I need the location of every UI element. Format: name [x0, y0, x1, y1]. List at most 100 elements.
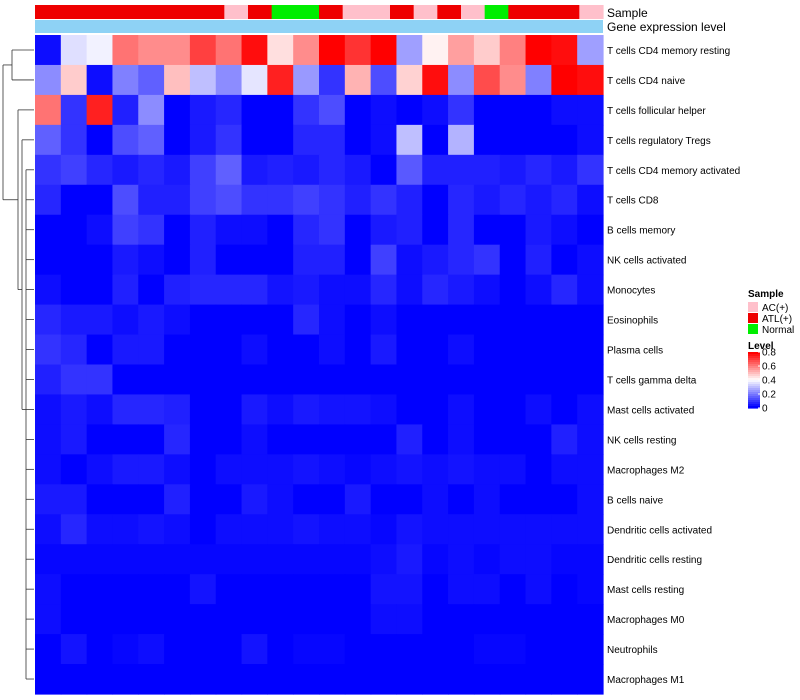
- heatmap-cell: [422, 244, 449, 276]
- heatmap-cell: [448, 604, 475, 635]
- heatmap-cell: [551, 514, 578, 545]
- heatmap-cell: [293, 454, 320, 485]
- heatmap-cell: [370, 214, 398, 246]
- heatmap-cell: [293, 544, 320, 575]
- heatmap-cell: [525, 184, 552, 216]
- heatmap-cell: [448, 334, 475, 366]
- heatmap-cell: [499, 274, 527, 306]
- heatmap-cell: [293, 35, 320, 66]
- heatmap-cell: [448, 94, 475, 126]
- heatmap-cell: [241, 304, 268, 336]
- heatmap-cell: [267, 394, 294, 425]
- heatmap-cell: [319, 454, 346, 485]
- sample-annotation-cell: [295, 5, 320, 19]
- heatmap-cell: [370, 94, 398, 126]
- heatmap-cell: [189, 64, 217, 96]
- heatmap-cell: [35, 514, 62, 545]
- heatmap-cell: [370, 244, 398, 276]
- row-label: Macrophages M2: [607, 465, 685, 476]
- heatmap-cell: [164, 274, 191, 306]
- level-legend-tick-label: 0.2: [762, 390, 776, 401]
- heatmap-cell: [86, 544, 114, 575]
- heatmap-cell: [241, 64, 268, 96]
- heatmap-cell: [267, 484, 294, 515]
- heatmap-cell: [164, 454, 191, 485]
- heatmap-cell: [189, 454, 217, 485]
- heatmap-cell: [60, 514, 88, 545]
- heatmap-cell: [448, 64, 475, 96]
- heatmap-cell: [164, 94, 191, 126]
- heatmap-cell: [164, 184, 191, 216]
- heatmap-cell: [112, 64, 139, 96]
- heatmap-cell: [344, 454, 372, 485]
- gene-expression-annotation-bar: [35, 20, 603, 33]
- heatmap-cell: [344, 35, 372, 66]
- row-label: Dendritic cells resting: [607, 555, 702, 566]
- heatmap-cell: [215, 304, 243, 336]
- heatmap-cell: [112, 454, 139, 485]
- heatmap-cell: [35, 484, 62, 515]
- heatmap-cell: [551, 364, 578, 396]
- heatmap-cell: [60, 35, 88, 66]
- row-label: Macrophages M1: [607, 675, 685, 686]
- heatmap-cell: [370, 274, 398, 306]
- heatmap-cell: [344, 574, 372, 605]
- level-legend-tick-label: 0.8: [762, 348, 776, 359]
- sample-annotation-cell: [58, 5, 83, 19]
- sample-legend-swatch: [748, 324, 758, 334]
- heatmap-cell: [499, 424, 527, 455]
- heatmap-cell: [499, 154, 527, 186]
- row-label: Dendritic cells activated: [607, 525, 712, 536]
- heatmap-cell: [344, 604, 372, 635]
- heatmap-cell: [60, 274, 88, 306]
- heatmap-cell: [138, 64, 165, 96]
- heatmap-cell: [319, 124, 346, 156]
- heatmap-cell: [448, 124, 475, 156]
- heatmap-cell: [60, 664, 88, 695]
- level-legend-gradient-step: [748, 402, 760, 405]
- heatmap-cell: [86, 274, 114, 306]
- heatmap-cell: [319, 514, 346, 545]
- level-legend-tick-label: 0: [762, 404, 768, 415]
- heatmap-cell: [344, 64, 372, 96]
- sample-annotation-cell: [177, 5, 202, 19]
- heatmap-cell: [448, 544, 475, 575]
- heatmap-cell: [215, 184, 243, 216]
- heatmap-cell: [293, 394, 320, 425]
- heatmap-cell: [35, 394, 62, 425]
- sample-legend: Sample AC(+)ATL(+)Normal: [748, 289, 794, 336]
- heatmap-cell: [448, 154, 475, 186]
- heatmap-cell: [138, 454, 165, 485]
- sample-annotation-cell: [390, 5, 415, 19]
- heatmap-cell: [241, 574, 268, 605]
- heatmap-cell: [241, 544, 268, 575]
- heatmap-cell: [499, 244, 527, 276]
- heatmap-cell: [396, 394, 423, 425]
- heatmap-cell: [577, 364, 604, 396]
- heatmap-cell: [422, 334, 449, 366]
- heatmap-cell: [396, 94, 423, 126]
- sample-annotation-cell: [508, 5, 533, 19]
- heatmap-cell: [396, 604, 423, 635]
- heatmap-cell: [499, 64, 527, 96]
- heatmap-cell: [293, 154, 320, 186]
- heatmap-cell: [499, 544, 527, 575]
- heatmap-cell: [86, 484, 114, 515]
- heatmap-cell: [189, 94, 217, 126]
- level-legend-gradient-step: [748, 370, 760, 373]
- heatmap-cell: [86, 124, 114, 156]
- heatmap-cell: [422, 94, 449, 126]
- heatmap-cell: [189, 664, 217, 695]
- heatmap-cell: [577, 124, 604, 156]
- level-legend-gradient-step: [748, 386, 760, 389]
- heatmap-cell: [551, 184, 578, 216]
- heatmap-cell: [525, 634, 552, 665]
- sample-annotation-cell: [224, 5, 249, 19]
- heatmap-cell: [215, 664, 243, 695]
- row-label: Neutrophils: [607, 645, 658, 656]
- heatmap-cell: [577, 664, 604, 695]
- heatmap-cell: [138, 154, 165, 186]
- heatmap-cell: [499, 364, 527, 396]
- sample-annotation-cell: [484, 5, 509, 19]
- heatmap-cell: [319, 244, 346, 276]
